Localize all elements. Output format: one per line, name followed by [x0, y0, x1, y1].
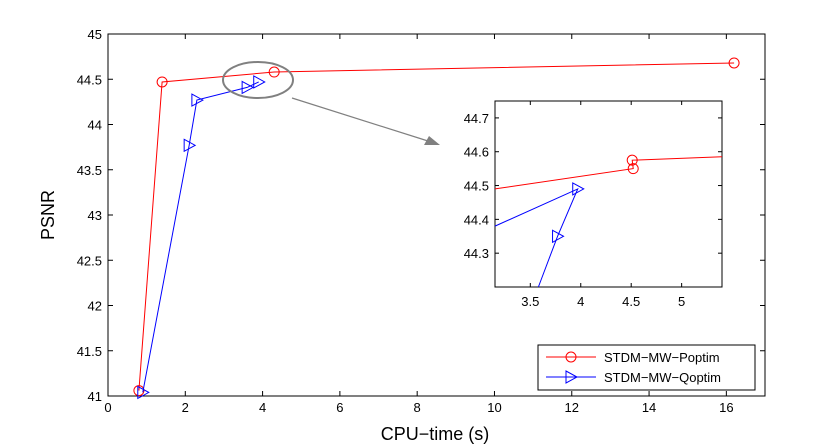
y-tick-label: 44.5	[77, 72, 102, 87]
inset-y-ticks: 44.3 44.4 44.5 44.6 44.7	[464, 111, 722, 261]
data-point-1-2	[191, 93, 204, 107]
main-x-ticks: 0 2 4 6 8 10 12 14 16	[104, 34, 734, 415]
x-tick-label: 10	[487, 400, 501, 415]
zoom-arrowhead	[424, 136, 440, 145]
legend-box	[537, 344, 756, 391]
data-point-0-0	[133, 385, 145, 397]
inset-y-tick-label: 44.7	[464, 111, 489, 126]
x-tick-label: 8	[414, 400, 421, 415]
inset-x-ticks: 3.5 4 4.5 5	[521, 101, 685, 309]
data-point-0-3	[728, 57, 740, 69]
x-tick-label: 0	[104, 400, 111, 415]
y-tick-label: 43	[88, 208, 102, 223]
x-tick-label: 14	[642, 400, 656, 415]
y-tick-label: 42.5	[77, 253, 102, 268]
y-axis-label: PSNR	[38, 190, 58, 240]
inset-data-point-0-1	[627, 163, 639, 175]
legend-marker-qoptim	[565, 370, 579, 384]
inset-data-point-0-2	[626, 154, 638, 166]
data-point-1-0	[137, 385, 150, 400]
inset-data-point-1-2	[552, 229, 565, 244]
zoom-ellipse	[222, 61, 294, 99]
x-tick-label: 2	[182, 400, 189, 415]
inset-x-tick-label: 3.5	[521, 294, 539, 309]
legend: STDM−MW−Poptim STDM−MW−Qoptim	[537, 344, 756, 391]
y-tick-label: 41.5	[77, 344, 102, 359]
inset-x-tick-label: 4.5	[622, 294, 640, 309]
x-tick-label: 12	[565, 400, 579, 415]
data-point-1-1	[183, 138, 197, 153]
inset-series-line-0	[494, 156, 723, 190]
zoom-arrow	[291, 97, 429, 142]
data-point-0-1	[156, 76, 168, 88]
inset-plot-area	[494, 100, 723, 288]
x-tick-label: 6	[336, 400, 343, 415]
legend-label-poptim: STDM−MW−Poptim	[604, 350, 720, 365]
series-line-1	[142, 81, 259, 393]
legend-marker-poptim	[565, 351, 577, 363]
inset-series	[494, 154, 723, 288]
data-point-1-3	[241, 80, 255, 95]
inset-series-line-1	[494, 187, 579, 288]
legend-label-qoptim: STDM−MW−Qoptim	[604, 370, 721, 385]
y-tick-label: 44	[88, 118, 102, 133]
main-series	[133, 57, 740, 400]
inset-y-tick-label: 44.4	[464, 212, 489, 227]
inset-x-tick-label: 4	[577, 294, 584, 309]
y-tick-label: 45	[88, 27, 102, 42]
y-tick-label: 43.5	[77, 163, 102, 178]
x-tick-label: 4	[259, 400, 266, 415]
x-tick-label: 16	[719, 400, 733, 415]
inset-y-tick-label: 44.3	[464, 246, 489, 261]
data-point-0-2	[268, 66, 280, 78]
series-line-0	[138, 62, 735, 391]
data-point-1-4	[253, 75, 266, 89]
inset-y-tick-label: 44.6	[464, 145, 489, 160]
y-tick-label: 42	[88, 299, 102, 314]
inset-x-tick-label: 5	[678, 294, 685, 309]
inset-y-tick-label: 44.5	[464, 179, 489, 194]
inset-data-point-1-1	[572, 182, 585, 196]
x-axis-label: CPU−time (s)	[381, 424, 490, 444]
y-tick-label: 41	[88, 389, 102, 404]
